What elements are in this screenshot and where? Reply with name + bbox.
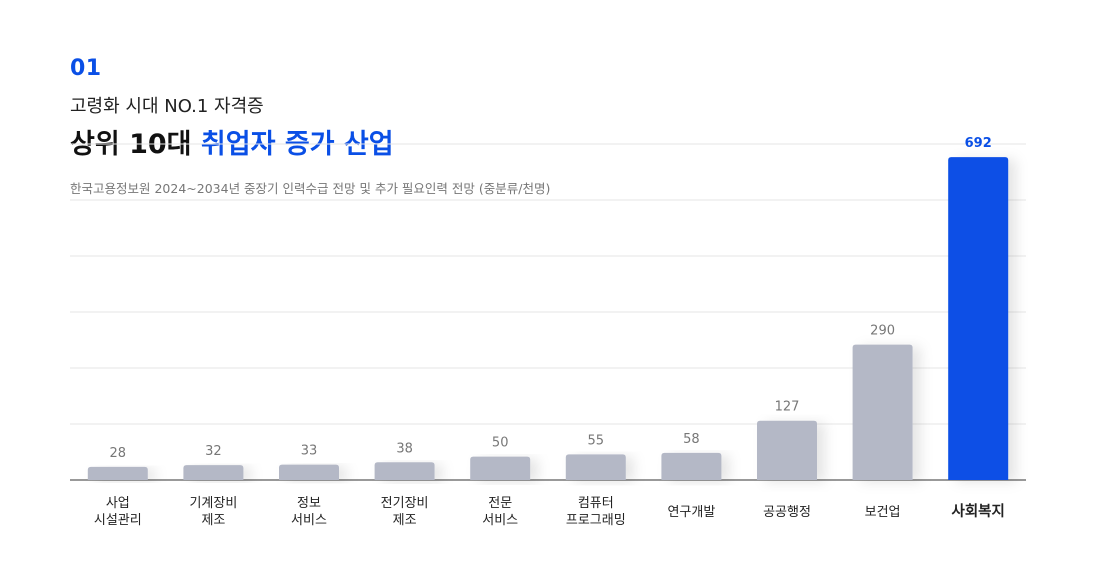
bar-2 <box>183 465 244 480</box>
category-label-6-line-1: 컴퓨터 <box>578 496 614 511</box>
bar-6 <box>565 454 626 480</box>
category-label-5-line-2: 서비스 <box>482 513 518 528</box>
category-label-9-line-1: 보건업 <box>865 505 901 520</box>
value-label-8: 127 <box>775 400 800 415</box>
bar-5 <box>470 456 531 480</box>
value-label-1: 28 <box>110 446 127 461</box>
value-label-3: 33 <box>301 444 318 459</box>
bar-10 <box>948 157 1009 481</box>
bar-9 <box>852 344 913 480</box>
bar-1 <box>87 466 148 480</box>
value-label-9: 290 <box>870 324 895 339</box>
category-label-1-line-2: 시설관리 <box>94 513 142 528</box>
bar-7 <box>661 452 722 480</box>
bar-3 <box>279 464 339 480</box>
section-number: 01 <box>70 56 102 81</box>
category-label-10-line-1: 사회복지 <box>952 503 1005 520</box>
source-note: 한국고용정보원 2024~2034년 중장기 인력수급 전망 및 추가 필요인력… <box>70 181 551 196</box>
value-label-10: 692 <box>965 136 992 151</box>
category-label-5-line-1: 전문 <box>488 496 512 511</box>
value-label-4: 38 <box>396 441 413 456</box>
bar-8 <box>757 420 817 480</box>
category-label-4-line-2: 제조 <box>393 513 417 528</box>
value-label-6: 55 <box>588 433 605 448</box>
category-label-4-line-1: 전기장비 <box>381 496 429 511</box>
category-label-1-line-1: 사업 <box>106 496 130 511</box>
category-label-3-line-1: 정보 <box>297 496 321 511</box>
bar-4 <box>374 462 435 480</box>
value-labels: 28 32 33 38 50 55 58 127 290 692 <box>110 136 992 461</box>
category-label-2-line-2: 제조 <box>201 513 225 528</box>
category-label-6-line-2: 프로그래밍 <box>566 513 626 528</box>
bars <box>87 157 1009 481</box>
value-label-5: 50 <box>492 436 509 451</box>
category-label-3-line-2: 서비스 <box>291 513 327 528</box>
category-label-2-line-1: 기계장비 <box>189 496 237 511</box>
value-label-2: 32 <box>205 444 222 459</box>
category-label-8-line-1: 공공행정 <box>763 504 811 520</box>
value-label-7: 58 <box>683 432 700 447</box>
page-subtitle: 고령화 시대 NO.1 자격증 <box>70 96 264 117</box>
category-label-7-line-1: 연구개발 <box>667 505 715 520</box>
